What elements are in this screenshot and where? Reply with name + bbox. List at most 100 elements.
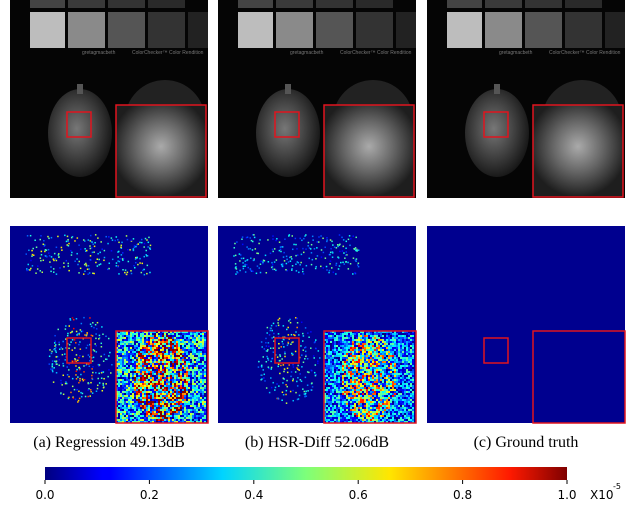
noise-zoom <box>404 367 406 369</box>
noise-zoom <box>136 389 138 391</box>
noise <box>41 251 43 253</box>
noise-zoom <box>350 401 352 403</box>
noise-zoom <box>412 401 414 403</box>
noise-zoom <box>366 337 368 339</box>
noise-zoom <box>370 391 372 393</box>
noise-zoom <box>400 375 402 377</box>
noise-zoom <box>182 417 184 419</box>
noise-zoom <box>142 385 144 387</box>
noise-zoom <box>132 387 134 389</box>
noise-zoom <box>148 365 150 367</box>
noise-zoom <box>192 417 194 419</box>
noise <box>57 329 59 331</box>
noise-zoom <box>196 359 198 361</box>
noise-zoom <box>178 383 180 385</box>
noise-zoom <box>380 383 382 385</box>
noise-zoom <box>180 333 182 335</box>
noise-zoom <box>134 411 136 413</box>
noise-zoom <box>126 341 128 343</box>
noise-zoom <box>330 397 332 399</box>
noise-zoom <box>198 343 200 345</box>
noise <box>348 268 350 270</box>
noise-zoom <box>336 345 338 347</box>
noise-zoom <box>192 409 194 411</box>
noise-zoom <box>362 367 364 369</box>
noise-zoom <box>390 407 392 409</box>
noise-zoom <box>156 395 158 397</box>
noise <box>332 256 334 258</box>
noise-zoom <box>366 399 368 401</box>
noise-zoom <box>194 359 196 361</box>
noise-zoom <box>118 379 120 381</box>
noise-zoom <box>396 335 398 337</box>
noise-zoom <box>356 363 358 365</box>
noise-zoom <box>138 373 140 375</box>
noise-zoom <box>388 351 390 353</box>
noise-zoom <box>146 365 148 367</box>
noise-zoom <box>136 335 138 337</box>
noise-zoom <box>388 337 390 339</box>
noise-zoom <box>184 395 186 397</box>
noise <box>61 249 63 251</box>
noise-zoom <box>402 375 404 377</box>
noise-zoom <box>358 371 360 373</box>
noise-zoom <box>154 413 156 415</box>
noise-zoom <box>364 337 366 339</box>
noise-zoom <box>378 359 380 361</box>
noise-zoom <box>376 379 378 381</box>
noise <box>265 338 267 340</box>
noise <box>303 273 305 275</box>
noise-zoom <box>382 401 384 403</box>
noise-zoom <box>130 373 132 375</box>
noise-zoom <box>176 403 178 405</box>
noise-zoom <box>172 391 174 393</box>
noise-zoom <box>202 345 204 347</box>
noise-zoom <box>146 385 148 387</box>
noise-zoom <box>344 405 346 407</box>
noise-zoom <box>332 341 334 343</box>
noise-zoom <box>194 365 196 367</box>
noise-zoom <box>326 393 328 395</box>
noise-zoom <box>154 401 156 403</box>
noise-zoom <box>194 369 196 371</box>
noise-zoom <box>374 357 376 359</box>
noise <box>326 239 328 241</box>
noise-zoom <box>122 369 124 371</box>
noise-zoom <box>172 417 174 419</box>
noise-zoom <box>360 369 362 371</box>
noise-zoom <box>156 417 158 419</box>
noise-zoom <box>196 415 198 417</box>
noise <box>291 268 293 270</box>
noise <box>314 341 316 343</box>
noise-zoom <box>148 395 150 397</box>
noise-zoom <box>166 403 168 405</box>
noise <box>97 378 99 380</box>
noise-zoom <box>336 405 338 407</box>
noise-zoom <box>398 407 400 409</box>
noise-zoom <box>170 349 172 351</box>
noise <box>103 371 105 373</box>
noise-zoom <box>190 333 192 335</box>
noise-zoom <box>360 341 362 343</box>
noise-zoom <box>342 351 344 353</box>
noise-zoom <box>128 349 130 351</box>
noise-zoom <box>330 375 332 377</box>
noise <box>59 359 61 361</box>
noise-zoom <box>332 339 334 341</box>
noise-zoom <box>392 341 394 343</box>
noise-zoom <box>334 343 336 345</box>
noise-zoom <box>186 361 188 363</box>
noise <box>236 271 238 273</box>
noise-zoom <box>178 397 180 399</box>
noise <box>250 237 252 239</box>
noise-zoom <box>120 359 122 361</box>
noise-zoom <box>196 343 198 345</box>
noise-zoom <box>136 337 138 339</box>
noise-zoom <box>132 383 134 385</box>
noise-zoom <box>332 387 334 389</box>
noise-zoom <box>410 335 412 337</box>
noise-zoom <box>170 337 172 339</box>
noise-zoom <box>394 373 396 375</box>
noise-zoom <box>156 367 158 369</box>
noise-zoom <box>150 399 152 401</box>
